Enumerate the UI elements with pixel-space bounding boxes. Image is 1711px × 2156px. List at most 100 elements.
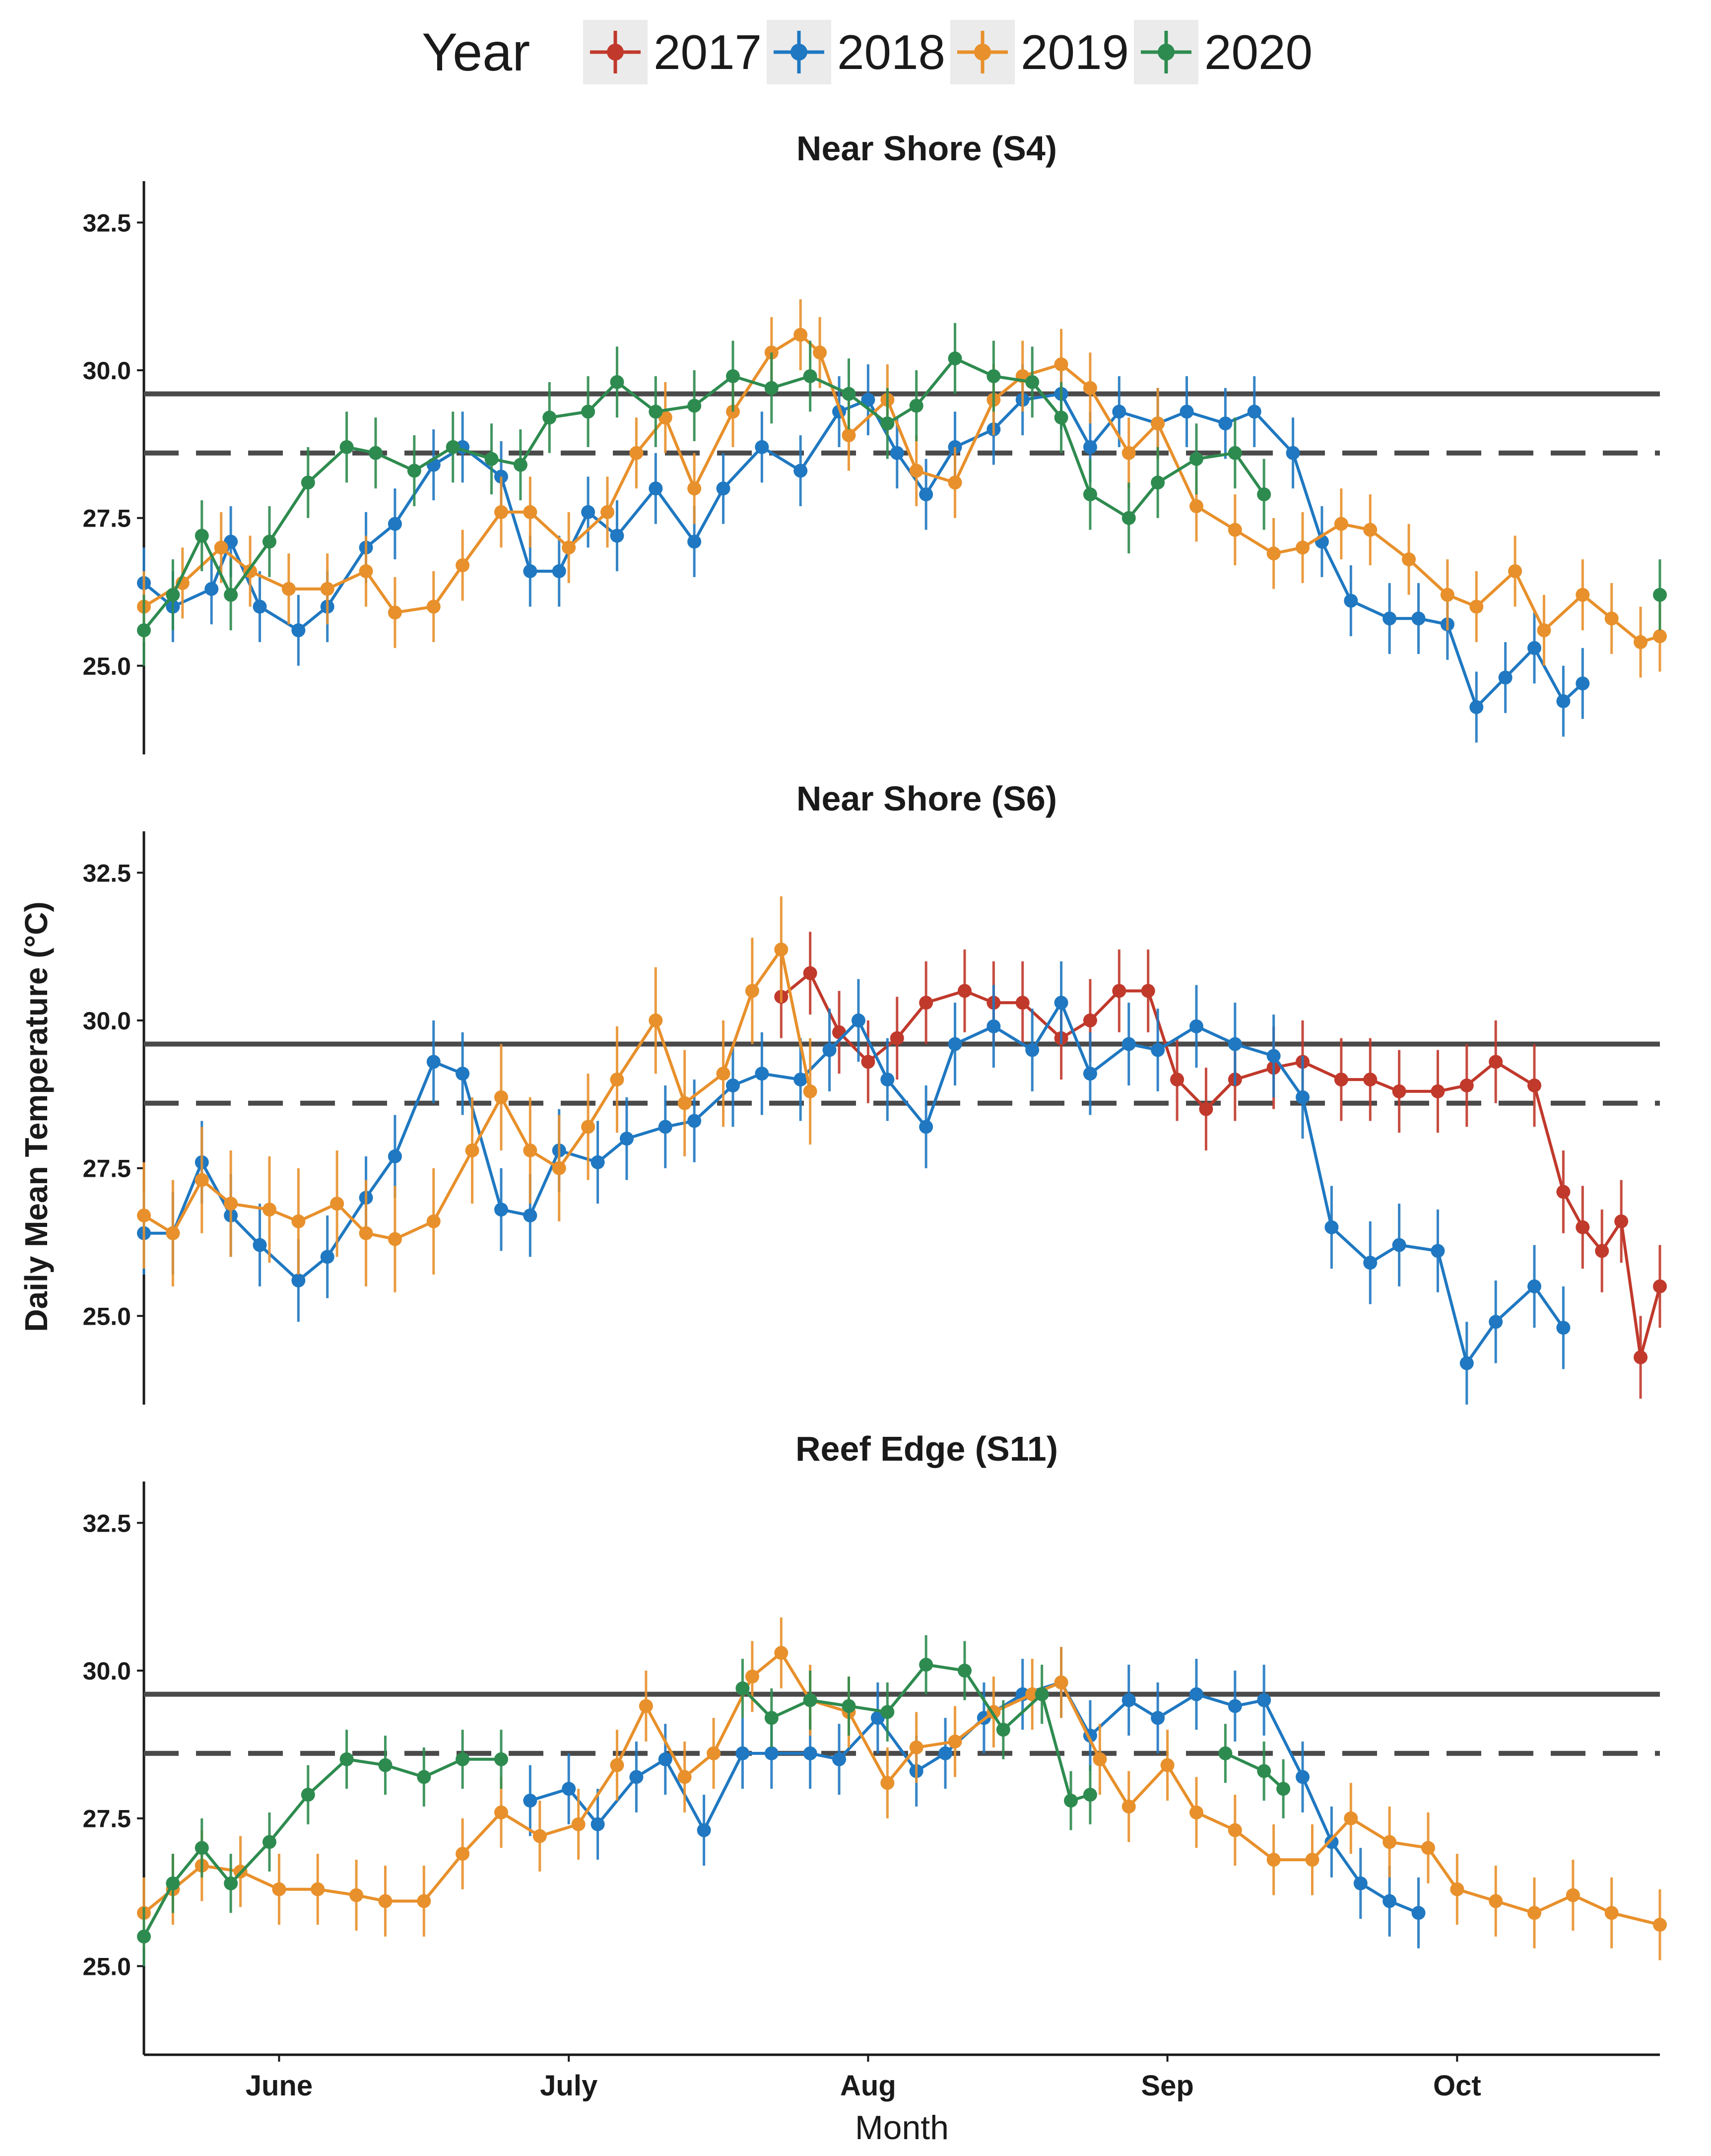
data-point	[1411, 611, 1426, 626]
data-point	[803, 966, 817, 980]
data-point	[948, 351, 962, 366]
data-point	[1296, 540, 1310, 555]
data-point	[1363, 523, 1378, 537]
data-point	[649, 481, 663, 496]
data-point	[1121, 1693, 1136, 1707]
data-point	[339, 440, 354, 454]
data-point	[707, 1746, 721, 1760]
data-point	[552, 1161, 566, 1175]
data-point	[803, 1746, 817, 1760]
data-point	[1083, 487, 1097, 502]
data-point	[1421, 1841, 1435, 1855]
data-point	[735, 1746, 750, 1760]
data-point	[1634, 635, 1648, 649]
data-point	[1035, 1687, 1049, 1701]
data-point	[1199, 1102, 1213, 1116]
data-point	[301, 1788, 315, 1802]
data-point	[610, 529, 624, 543]
data-point	[562, 540, 576, 555]
data-point	[426, 1055, 441, 1069]
data-point	[513, 458, 527, 472]
y-tick-label: 25.0	[83, 1302, 131, 1330]
data-point	[494, 505, 508, 519]
data-point	[494, 1090, 508, 1104]
series-line	[529, 1681, 1419, 1914]
data-point	[1324, 1220, 1339, 1234]
data-point	[552, 564, 566, 578]
data-point	[1112, 984, 1126, 998]
panel-2: Near Shore (S6) 25.0 27.5 30.0 32.5	[83, 779, 1667, 1405]
data-point	[677, 1096, 692, 1110]
data-point	[1527, 641, 1542, 655]
x-tick-label: Oct	[1433, 2070, 1481, 2102]
data-point	[1411, 1906, 1426, 1920]
data-point	[417, 1770, 431, 1784]
data-point	[407, 464, 421, 478]
series-2019	[137, 896, 817, 1292]
y-tick-label: 30.0	[83, 357, 131, 385]
data-point	[764, 381, 779, 395]
panel-title: Near Shore (S6)	[796, 779, 1057, 818]
data-point	[224, 1876, 238, 1890]
data-point	[311, 1882, 325, 1896]
data-point	[1151, 416, 1165, 431]
data-point	[1083, 1013, 1097, 1028]
data-point	[1189, 1019, 1203, 1033]
data-point	[1653, 588, 1667, 602]
data-point	[629, 1770, 644, 1784]
data-point	[1576, 588, 1590, 602]
data-point	[1566, 1888, 1580, 1902]
data-point	[1093, 1752, 1107, 1766]
data-point	[1189, 499, 1203, 513]
data-point	[1489, 1055, 1503, 1069]
data-point	[1083, 381, 1097, 395]
data-point	[562, 1782, 576, 1796]
data-point	[610, 1758, 624, 1772]
data-point	[494, 1805, 508, 1819]
data-point	[658, 1752, 672, 1766]
data-point	[1064, 1793, 1078, 1808]
data-point	[1508, 564, 1522, 578]
data-point	[687, 399, 702, 413]
data-point	[1363, 1256, 1378, 1270]
y-tick-label: 27.5	[83, 1805, 131, 1833]
data-point	[697, 1823, 711, 1837]
data-point	[494, 1752, 508, 1766]
data-point	[1382, 1835, 1397, 1849]
data-point	[880, 416, 895, 431]
data-point	[532, 1829, 547, 1843]
data-point	[417, 1894, 431, 1908]
data-point	[1228, 1823, 1242, 1837]
data-point	[1276, 1782, 1291, 1796]
data-point	[446, 440, 460, 454]
y-tick-label: 30.0	[83, 1657, 131, 1685]
data-point	[339, 1752, 354, 1766]
data-point	[1121, 511, 1136, 525]
data-point	[1160, 1758, 1175, 1772]
data-point	[1015, 996, 1030, 1010]
data-point	[581, 505, 595, 519]
data-point	[1151, 1043, 1165, 1057]
data-point	[1083, 440, 1097, 454]
data-point	[1556, 1185, 1571, 1199]
data-point	[1392, 1238, 1406, 1252]
data-point	[465, 1143, 479, 1157]
legend-key	[950, 20, 1015, 84]
data-point	[1054, 357, 1068, 372]
data-point	[793, 1073, 808, 1087]
legend-key	[583, 20, 648, 84]
data-point	[658, 1120, 672, 1134]
data-point	[1527, 1078, 1542, 1093]
y-tick-label: 25.0	[83, 652, 131, 680]
x-axis-title: Month	[855, 2109, 949, 2147]
data-point	[861, 1055, 875, 1069]
data-point	[1576, 1220, 1590, 1234]
data-point	[1353, 1876, 1368, 1890]
data-point	[1025, 1687, 1040, 1701]
data-point	[1382, 611, 1397, 626]
data-point	[1189, 1805, 1203, 1819]
y-tick-label: 27.5	[83, 505, 131, 533]
data-point	[1653, 1279, 1667, 1293]
data-point	[1189, 1687, 1203, 1701]
data-point	[426, 1214, 441, 1228]
